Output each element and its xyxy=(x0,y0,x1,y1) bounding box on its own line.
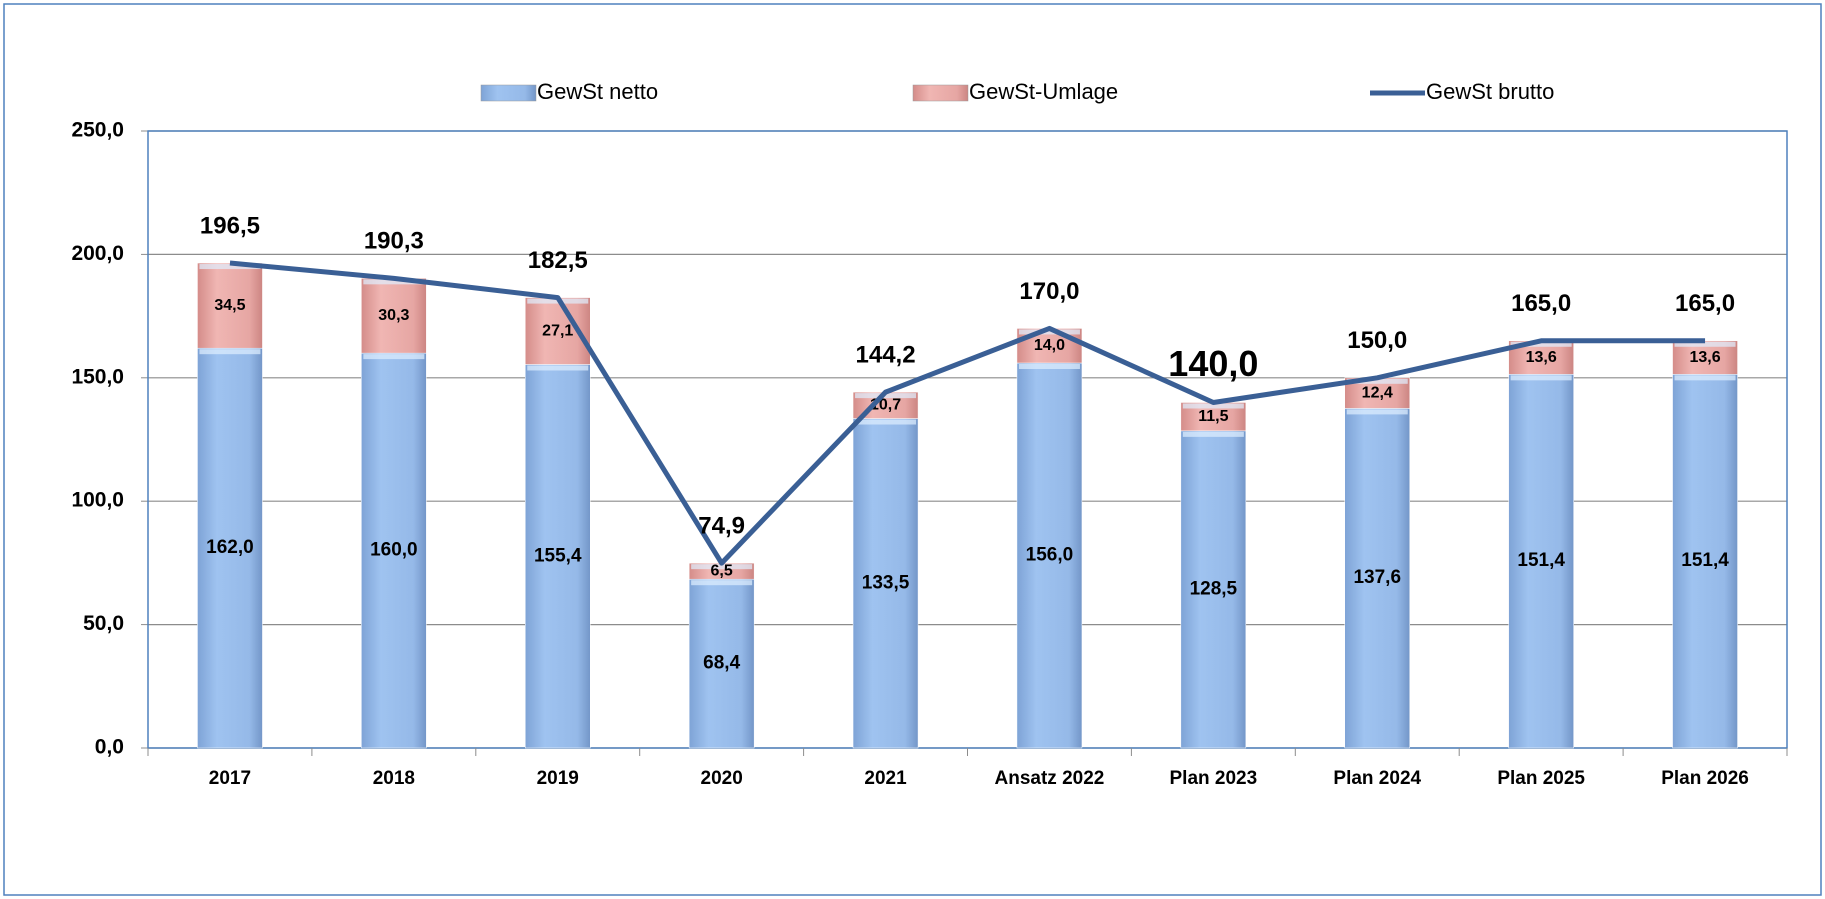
bar-segment xyxy=(197,262,263,349)
data-label: 11,5 xyxy=(1198,408,1228,425)
data-label: 151,4 xyxy=(1681,550,1729,571)
data-label: 13,6 xyxy=(1526,349,1557,366)
data-label: 137,6 xyxy=(1353,567,1401,588)
data-label: 13,6 xyxy=(1689,349,1720,366)
data-label: 190,3 xyxy=(364,228,424,255)
data-label: 30,3 xyxy=(378,307,409,324)
frame xyxy=(3,3,1822,896)
bar-segment xyxy=(361,278,427,354)
bar-highlight xyxy=(199,264,261,270)
x-tick-label: 2020 xyxy=(701,768,743,789)
data-label: 156,0 xyxy=(1026,545,1074,566)
bar-segment xyxy=(852,418,919,749)
bar-highlight xyxy=(363,354,425,360)
data-label: 14,0 xyxy=(1034,337,1065,354)
data-label: 155,4 xyxy=(534,545,582,566)
y-tick-label: 200,0 xyxy=(71,242,124,265)
bar-segment xyxy=(1344,408,1410,749)
legend-label: GewSt netto xyxy=(537,79,658,104)
data-label: 144,2 xyxy=(856,341,916,368)
bar-segment xyxy=(197,347,263,749)
data-label: 34,5 xyxy=(214,297,245,314)
bar-highlight xyxy=(1346,378,1408,384)
data-label: 128,5 xyxy=(1190,578,1238,599)
x-tick-label: 2017 xyxy=(209,768,251,789)
bar-highlight xyxy=(1018,329,1080,335)
data-label: 170,0 xyxy=(1019,278,1079,305)
bar-highlight xyxy=(1674,341,1736,347)
data-label: 165,0 xyxy=(1511,290,1571,317)
y-tick-label: 50,0 xyxy=(83,612,124,635)
data-label: 182,5 xyxy=(528,247,588,274)
legend-swatch xyxy=(480,84,537,102)
bar-highlight xyxy=(527,365,589,371)
bar-highlight xyxy=(1510,341,1572,347)
data-label: 151,4 xyxy=(1517,550,1565,571)
bar-highlight xyxy=(1182,431,1244,437)
x-tick-label: Plan 2026 xyxy=(1661,768,1749,789)
legend-label: GewSt-Umlage xyxy=(969,79,1118,104)
bar-segment xyxy=(361,352,427,749)
bar-highlight xyxy=(1346,409,1408,415)
bar-highlight xyxy=(363,279,425,285)
bar-highlight xyxy=(1182,403,1244,409)
bar-segment xyxy=(1672,374,1738,749)
data-label: 160,0 xyxy=(370,540,418,561)
x-tick-label: Plan 2025 xyxy=(1497,768,1585,789)
legend-swatch xyxy=(912,84,969,102)
line-series xyxy=(229,260,1706,566)
bar-highlight xyxy=(1674,375,1736,381)
data-label: 162,0 xyxy=(206,537,254,558)
bar-highlight xyxy=(1018,363,1080,369)
y-tick-label: 100,0 xyxy=(71,489,124,512)
bar-segment xyxy=(1016,362,1083,749)
y-tick-label: 150,0 xyxy=(71,365,124,388)
y-tick-label: 0,0 xyxy=(95,736,124,759)
data-label: 27,1 xyxy=(542,322,573,339)
bar-highlight xyxy=(199,349,261,355)
x-tick-label: 2019 xyxy=(537,768,579,789)
data-label: 6,5 xyxy=(711,562,733,579)
bar-highlight xyxy=(691,564,753,570)
data-label: 74,9 xyxy=(698,512,745,539)
data-label: 150,0 xyxy=(1347,327,1407,354)
data-label: 165,0 xyxy=(1675,290,1735,317)
data-label: 140,0 xyxy=(1168,343,1258,384)
y-tick-label: 250,0 xyxy=(71,119,124,142)
data-label: 133,5 xyxy=(862,572,910,593)
data-label: 12,4 xyxy=(1362,384,1393,401)
bar-segment xyxy=(688,578,755,749)
x-tick-label: Plan 2024 xyxy=(1333,768,1421,789)
data-label: 196,5 xyxy=(200,212,260,239)
bar-segment xyxy=(525,364,591,749)
bar-segment xyxy=(1508,374,1574,749)
x-tick-label: Plan 2023 xyxy=(1170,768,1258,789)
x-tick-label: Ansatz 2022 xyxy=(995,768,1105,789)
x-tick-label: 2021 xyxy=(864,768,907,789)
legend-label: GewSt brutto xyxy=(1426,79,1554,104)
bar-segment xyxy=(1180,430,1247,749)
bar-highlight xyxy=(855,419,917,425)
x-tick-label: 2018 xyxy=(373,768,415,789)
bar-highlight xyxy=(1510,375,1572,381)
data-label: 68,4 xyxy=(703,653,740,674)
bar-highlight xyxy=(691,580,753,586)
